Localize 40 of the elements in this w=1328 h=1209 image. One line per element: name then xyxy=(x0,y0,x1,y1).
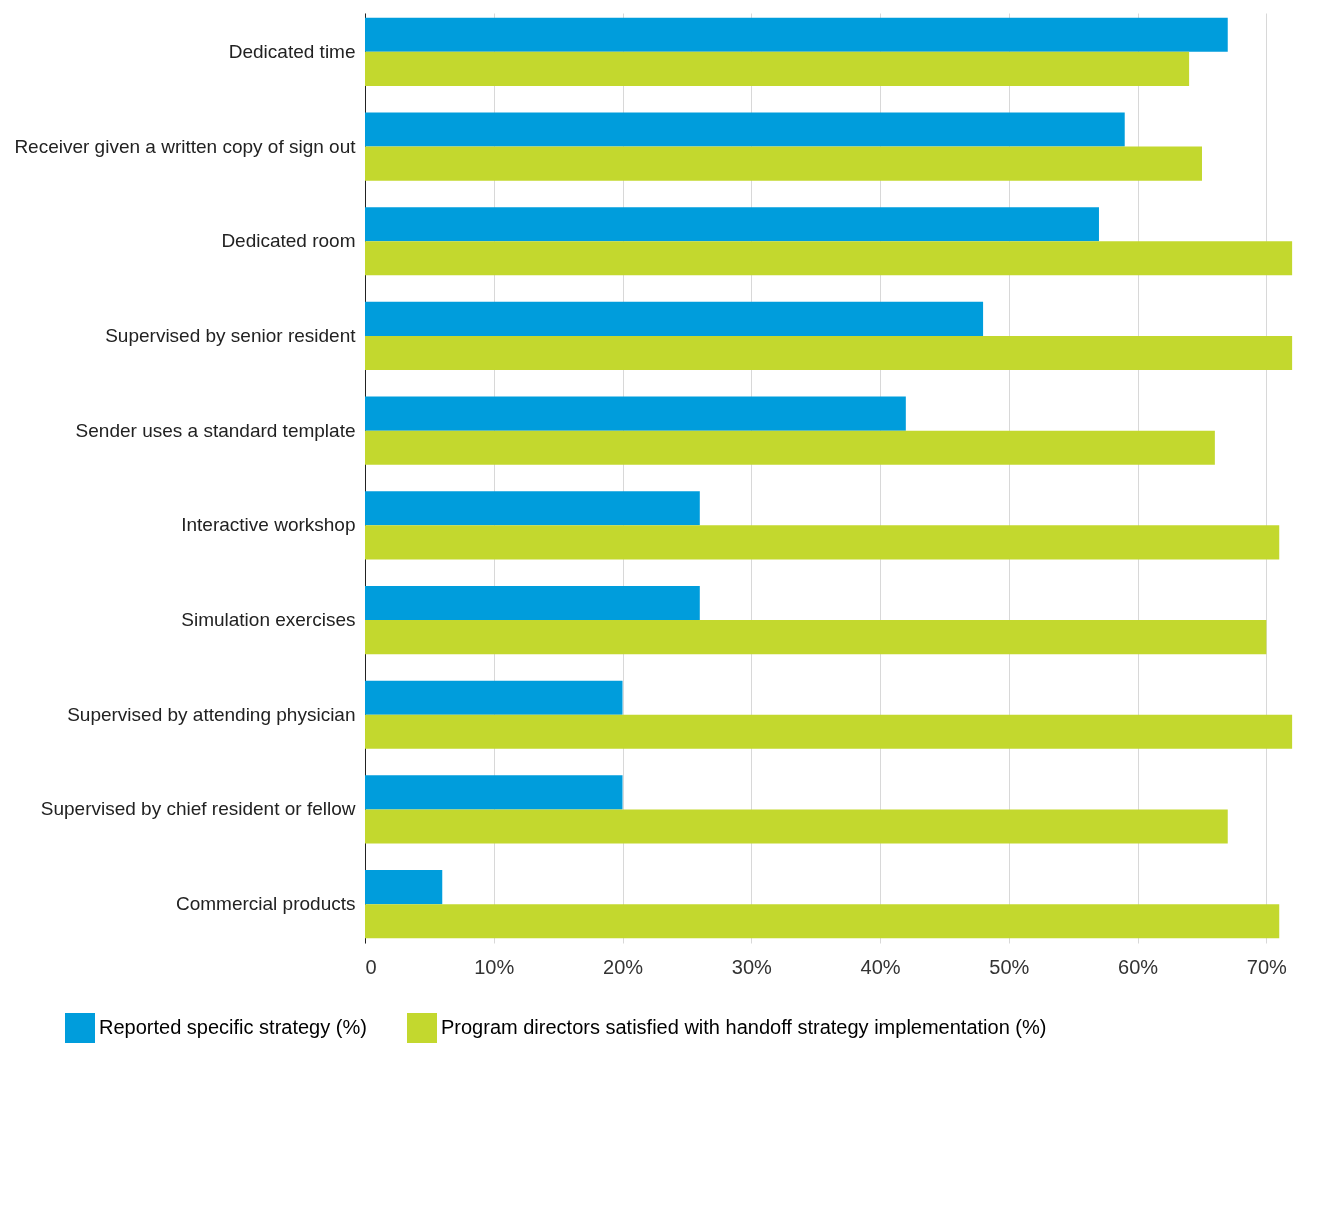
bar xyxy=(365,396,906,431)
bar xyxy=(365,301,984,336)
bar xyxy=(365,146,1202,181)
x-tick-label: 40% xyxy=(860,955,901,978)
bar xyxy=(365,241,1293,276)
y-tick-label: Supervised by chief resident or fellow xyxy=(40,798,356,820)
bar xyxy=(365,491,700,526)
legend-label: Program directors satisfied with handoff strategy implementation (%) xyxy=(441,1016,1047,1038)
x-tick-label: 10% xyxy=(474,955,515,978)
y-tick-label: Commercial products xyxy=(176,893,356,915)
y-tick-label: Receiver given a written copy of sign out xyxy=(14,135,357,157)
bar xyxy=(365,809,1228,844)
x-tick-label: 20% xyxy=(603,955,644,978)
bar xyxy=(365,51,1190,86)
y-tick-label: Interactive workshop xyxy=(181,514,356,536)
bar xyxy=(365,17,1228,52)
bar xyxy=(365,525,1280,560)
bar xyxy=(365,775,623,810)
bar xyxy=(365,714,1293,749)
bar xyxy=(365,430,1215,465)
bar xyxy=(365,207,1099,242)
y-tick-label: Simulation exercises xyxy=(181,609,356,631)
bar xyxy=(365,112,1125,147)
legend-label: Reported specific strategy (%) xyxy=(99,1016,367,1038)
bar xyxy=(365,335,1293,371)
y-tick-label: Dedicated room xyxy=(221,230,356,252)
bar xyxy=(365,585,700,621)
bar xyxy=(365,680,623,715)
bar xyxy=(365,620,1267,655)
x-tick-label: 70% xyxy=(1246,955,1288,978)
x-tick-label: 30% xyxy=(731,955,773,978)
bar xyxy=(365,870,443,905)
y-tick-label: Supervised by attending physician xyxy=(67,703,356,725)
y-tick-label: Dedicated time xyxy=(228,40,356,62)
y-tick-label: Supervised by senior resident xyxy=(105,324,357,346)
x-tick-label: 60% xyxy=(1118,955,1159,978)
x-tick-label: 50% xyxy=(989,955,1030,978)
bar xyxy=(365,904,1280,939)
y-tick-label: Sender uses a standard template xyxy=(75,419,356,441)
x-tick-label: 0 xyxy=(365,955,377,978)
